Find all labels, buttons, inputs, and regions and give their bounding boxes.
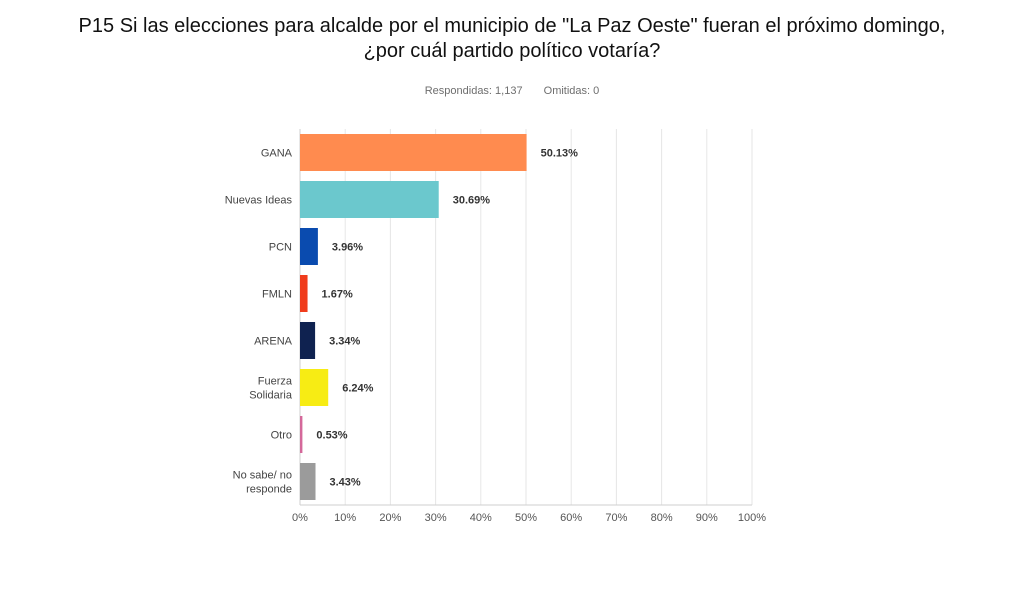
bar bbox=[300, 275, 308, 312]
data-label: 50.13% bbox=[541, 148, 579, 160]
category-label: responde bbox=[246, 484, 292, 496]
category-label: GANA bbox=[261, 148, 293, 160]
chart-title: P15 Si las elecciones para alcalde por e… bbox=[0, 14, 1024, 64]
x-tick-label: 10% bbox=[334, 512, 356, 524]
x-tick-label: 0% bbox=[292, 512, 308, 524]
x-tick-label: 80% bbox=[651, 512, 673, 524]
category-label: Fuerza bbox=[258, 376, 293, 388]
bar bbox=[300, 228, 318, 265]
x-tick-label: 70% bbox=[605, 512, 627, 524]
data-label: 1.67% bbox=[322, 289, 353, 301]
bar bbox=[300, 134, 527, 171]
x-tick-label: 20% bbox=[379, 512, 401, 524]
category-label: No sabe/ no bbox=[233, 470, 292, 482]
answered-count: Respondidas: 1,137 bbox=[424, 85, 523, 97]
data-label: 3.34% bbox=[329, 336, 360, 348]
x-tick-label: 100% bbox=[738, 512, 766, 524]
x-tick-label: 60% bbox=[560, 512, 582, 524]
bar bbox=[300, 322, 316, 359]
x-tick-label: 40% bbox=[470, 512, 492, 524]
response-summary: Respondidas: 1,137 Omitidas: 0 bbox=[0, 85, 1024, 97]
category-label: ARENA bbox=[254, 336, 293, 348]
data-label: 30.69% bbox=[453, 195, 491, 207]
x-tick-label: 90% bbox=[696, 512, 718, 524]
chart-title-line-1: P15 Si las elecciones para alcalde por e… bbox=[78, 15, 946, 37]
bar bbox=[300, 181, 439, 218]
chart-title-line-2: ¿por cuál partido político votaría? bbox=[363, 40, 661, 62]
bar bbox=[300, 463, 316, 500]
category-label: Otro bbox=[271, 430, 292, 442]
category-label: Nuevas Ideas bbox=[225, 195, 293, 207]
category-label: FMLN bbox=[262, 289, 292, 301]
bar bbox=[300, 416, 303, 453]
x-tick-label: 30% bbox=[425, 512, 447, 524]
data-label: 0.53% bbox=[316, 430, 347, 442]
category-label: PCN bbox=[269, 242, 292, 254]
bar bbox=[300, 369, 329, 406]
skipped-count: Omitidas: 0 bbox=[543, 85, 600, 97]
data-label: 3.43% bbox=[330, 477, 361, 489]
data-label: 6.24% bbox=[342, 383, 373, 395]
data-label: 3.96% bbox=[332, 242, 363, 254]
category-label: Solidaria bbox=[249, 390, 293, 402]
x-tick-label: 50% bbox=[515, 512, 537, 524]
